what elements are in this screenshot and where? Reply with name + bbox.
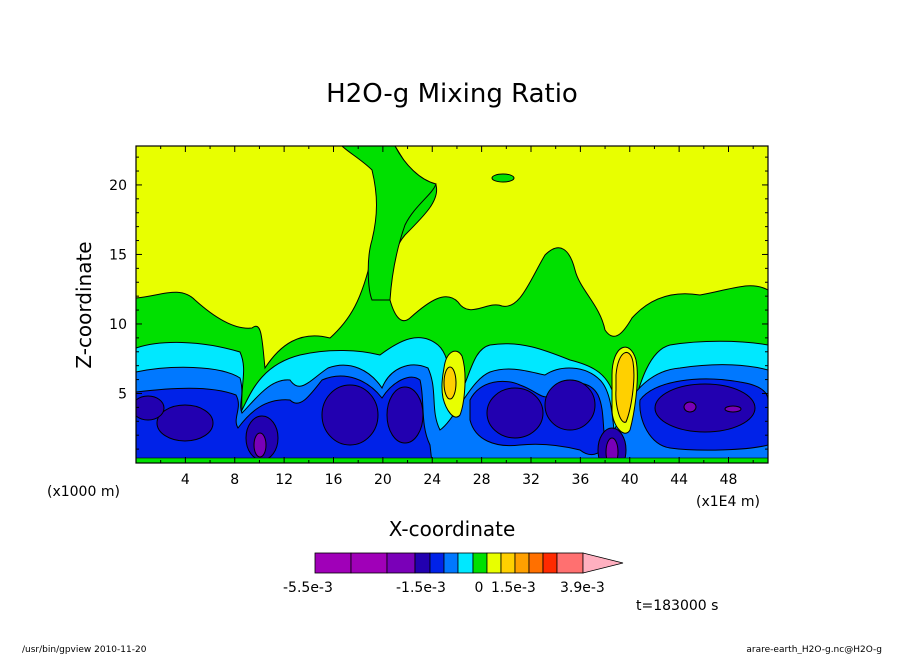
colorbar-segment [528, 552, 544, 574]
colorbar-label: 1.5e-3 [491, 580, 536, 596]
chart-title: H2O-g Mixing Ratio [326, 79, 578, 109]
x-tick-label: 28 [473, 472, 491, 488]
x-tick-label: 8 [230, 472, 239, 488]
x-tick-label: 24 [423, 472, 441, 488]
plume-orange-1 [443, 366, 457, 400]
colorbar-segment [314, 552, 352, 574]
colorbar-arrow [582, 552, 624, 574]
x-tick-label: 44 [670, 472, 688, 488]
colorbar-label: -5.5e-3 [283, 580, 333, 596]
colorbar-segment [414, 552, 431, 574]
colorbar-labels: -5.5e-3 -1.5e-3 0 1.5e-3 3.9e-3 [283, 580, 605, 596]
colorbar-segment [443, 552, 459, 574]
x-tick-label: 48 [720, 472, 738, 488]
colorbar-segment [350, 552, 388, 574]
y-tick-label: 10 [109, 317, 127, 333]
colorbar-segment [542, 552, 558, 574]
region-bottom-strip [136, 457, 768, 463]
colorbar-segment [386, 552, 416, 574]
colorbar-segment [486, 552, 502, 574]
x-tick-label: 4 [181, 472, 190, 488]
y-axis-label: Z-coordinate [72, 241, 96, 368]
footer-left: /usr/bin/gpview 2010-11-20 [22, 645, 147, 654]
region-green-blob [491, 173, 515, 183]
colorbar-label: -1.5e-3 [396, 580, 446, 596]
x-tick-label: 16 [325, 472, 343, 488]
y-tick-label: 15 [109, 247, 127, 263]
y-tick-label: 20 [109, 178, 127, 194]
core-navy-7 [654, 383, 756, 433]
colorbar-label: 0 [475, 580, 484, 596]
colorbar-segment [514, 552, 530, 574]
x-unit-right: (x1E4 m) [696, 494, 760, 510]
colorbar [314, 552, 624, 574]
x-tick-label: 36 [571, 472, 589, 488]
x-axis-label: X-coordinate [389, 517, 516, 541]
y-tick-label: 5 [118, 386, 127, 402]
core-navy-4 [386, 386, 424, 444]
colorbar-segment [500, 552, 516, 574]
colorbar-label: 3.9e-3 [560, 580, 605, 596]
plume-orange-2 [615, 351, 635, 423]
core-navy-9 [136, 395, 165, 421]
contour-field [136, 146, 768, 463]
core-purple-3 [683, 401, 697, 413]
x-unit-left: (x1000 m) [47, 484, 120, 500]
x-tick-label: 32 [522, 472, 540, 488]
x-tick-label: 12 [275, 472, 293, 488]
region-green-column [341, 146, 437, 301]
plot-frame [135, 145, 769, 464]
x-tick-label: 40 [621, 472, 639, 488]
x-tick-label: 20 [374, 472, 392, 488]
footer-right: arare-earth_H2O-g.nc@H2O-g [746, 645, 882, 654]
colorbar-segment [457, 552, 474, 574]
core-purple-2 [605, 437, 619, 463]
core-purple-4 [724, 405, 742, 413]
colorbar-segment [429, 552, 445, 574]
core-navy-5 [486, 387, 544, 439]
core-purple-1 [253, 432, 267, 458]
core-navy-3 [321, 384, 379, 446]
colorbar-segment [472, 552, 488, 574]
core-navy-6 [544, 379, 596, 431]
core-navy-1 [156, 404, 214, 442]
time-label: t=183000 s [636, 598, 718, 614]
colorbar-segment [556, 552, 584, 574]
